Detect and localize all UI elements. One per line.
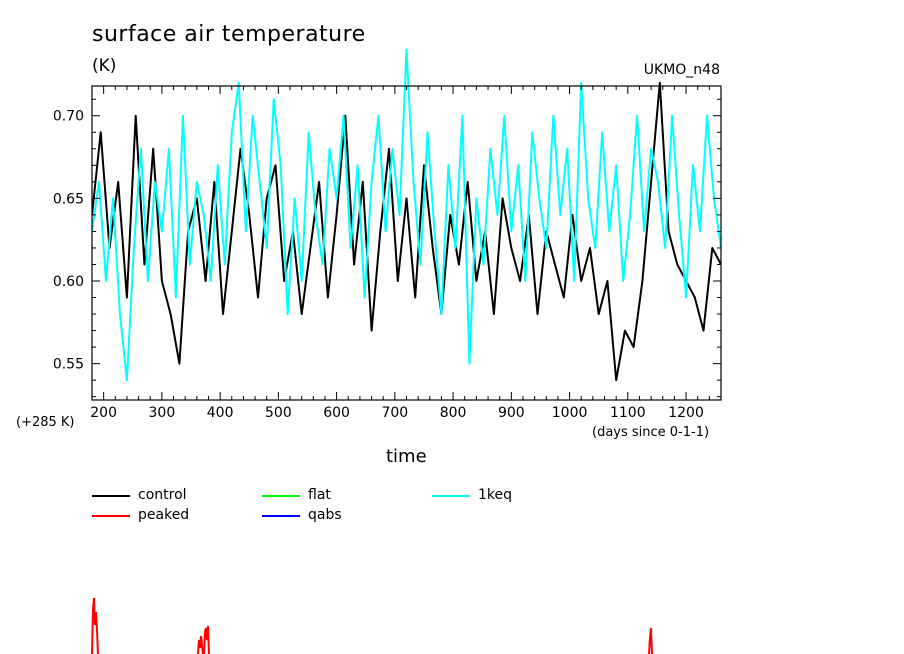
y-tick-label: 0.70 xyxy=(53,109,84,125)
legend-swatch xyxy=(262,495,300,497)
red-mark xyxy=(648,627,653,654)
x-tick-label: 200 xyxy=(90,405,117,421)
x-tick-label: 800 xyxy=(440,405,467,421)
legend-label: qabs xyxy=(308,507,342,523)
legend-label: control xyxy=(138,487,187,503)
units-label: (K) xyxy=(92,56,117,76)
y-tick-label: 0.65 xyxy=(53,191,84,207)
legend-label: flat xyxy=(308,487,331,503)
chart-title: surface air temperature xyxy=(92,22,366,47)
x-tick-label: 300 xyxy=(149,405,176,421)
red-mark xyxy=(197,635,204,654)
series-line-control xyxy=(92,81,721,382)
x-axis-label: time xyxy=(386,446,427,467)
red-mark xyxy=(91,597,99,654)
model-label: UKMO_n48 xyxy=(643,62,720,78)
red-mark xyxy=(203,625,210,654)
x-tick-label: 900 xyxy=(498,405,525,421)
y-tick-label: 0.55 xyxy=(53,357,84,373)
series-line-1keq xyxy=(92,48,721,382)
x-tick-label: 1100 xyxy=(610,405,646,421)
legend-swatch xyxy=(92,515,130,517)
x-tick-label: 500 xyxy=(265,405,292,421)
red-artifact-marks xyxy=(91,597,653,654)
x-tick-label: 1200 xyxy=(668,405,704,421)
legend-swatch xyxy=(432,495,470,497)
x-axis-note: (days since 0-1-1) xyxy=(592,425,710,440)
legend-label: peaked xyxy=(138,507,190,523)
x-tick-label: 700 xyxy=(381,405,408,421)
legend-swatch xyxy=(262,515,300,517)
legend-swatch xyxy=(92,495,130,497)
x-tick-label: 600 xyxy=(323,405,350,421)
legend-label: 1keq xyxy=(478,487,513,503)
x-tick-label: 1000 xyxy=(552,405,588,421)
y-tick-label: 0.60 xyxy=(53,274,84,290)
y-offset-label: (+285 K) xyxy=(16,415,75,430)
x-tick-label: 400 xyxy=(207,405,234,421)
